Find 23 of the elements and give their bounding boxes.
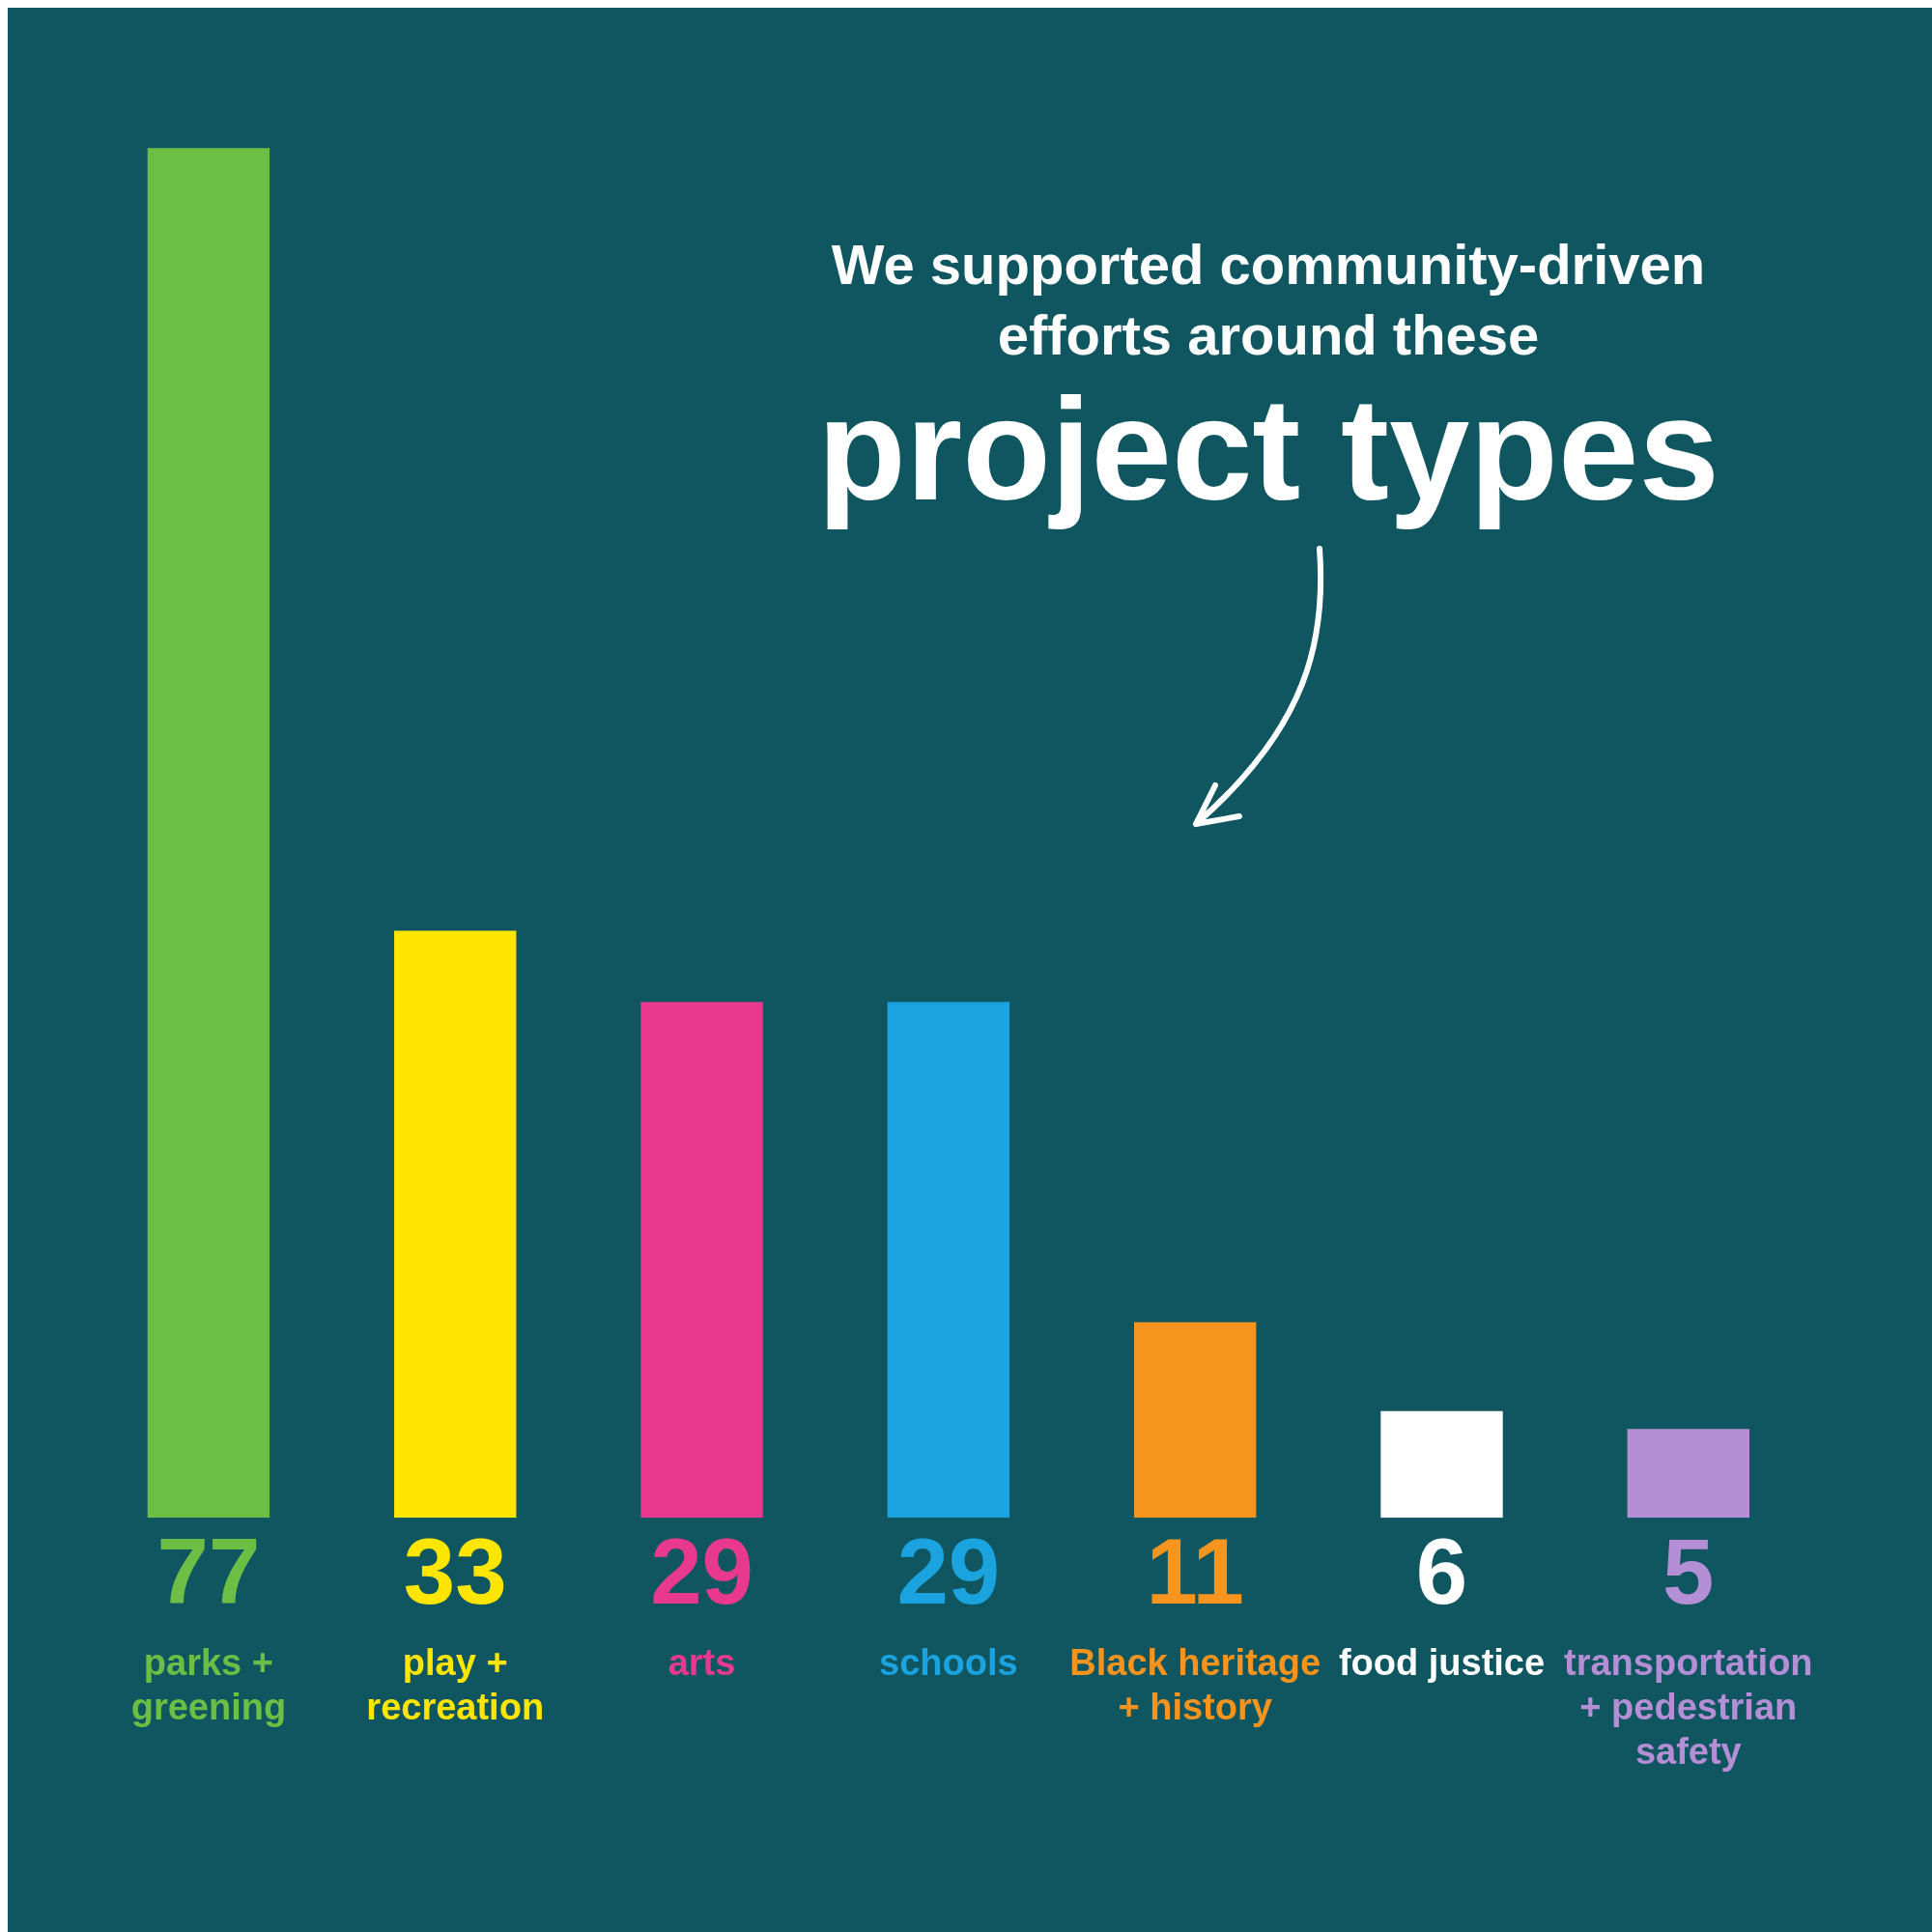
text: We supported community-driven efforts around these xyxy=(831,233,1706,366)
text: project types xyxy=(816,368,1720,530)
data-label: 11 xyxy=(1146,1519,1244,1623)
x-tick-label: food justice xyxy=(1338,1642,1546,1684)
data-label: 29 xyxy=(650,1519,753,1623)
x-tick-label: arts xyxy=(668,1642,736,1684)
bar xyxy=(640,1002,763,1519)
data-label: 5 xyxy=(1662,1519,1715,1623)
bar xyxy=(1627,1429,1749,1519)
x-tick-label: schools xyxy=(879,1642,1018,1684)
bar xyxy=(1380,1410,1503,1519)
bar xyxy=(1133,1321,1257,1519)
data-label: 33 xyxy=(403,1519,507,1623)
data-label: 29 xyxy=(896,1519,1001,1623)
bar xyxy=(887,1002,1010,1519)
x-tick-label: Black heritage + history xyxy=(1069,1642,1321,1728)
bar xyxy=(394,930,517,1519)
bar xyxy=(147,148,270,1519)
data-label: 6 xyxy=(1415,1519,1468,1623)
x-tick-label: parks + greening xyxy=(130,1642,287,1728)
data-label: 77 xyxy=(156,1519,261,1623)
x-tick-label: transportation + pedestrian safety xyxy=(1564,1642,1813,1772)
x-tick-label: play + recreation xyxy=(366,1642,545,1728)
